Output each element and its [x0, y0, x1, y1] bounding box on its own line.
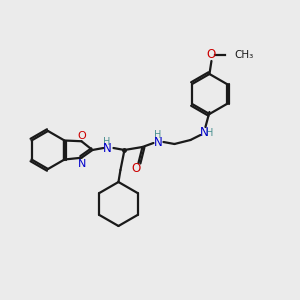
Text: N: N: [78, 159, 87, 169]
Text: N: N: [200, 125, 209, 139]
Text: O: O: [207, 49, 216, 62]
Text: H: H: [206, 128, 213, 138]
Text: O: O: [77, 131, 86, 141]
Text: N: N: [154, 136, 163, 148]
Text: H: H: [103, 137, 110, 147]
Text: H: H: [154, 130, 161, 140]
Text: O: O: [132, 163, 141, 176]
Text: CH₃: CH₃: [235, 50, 254, 60]
Text: N: N: [103, 142, 112, 154]
